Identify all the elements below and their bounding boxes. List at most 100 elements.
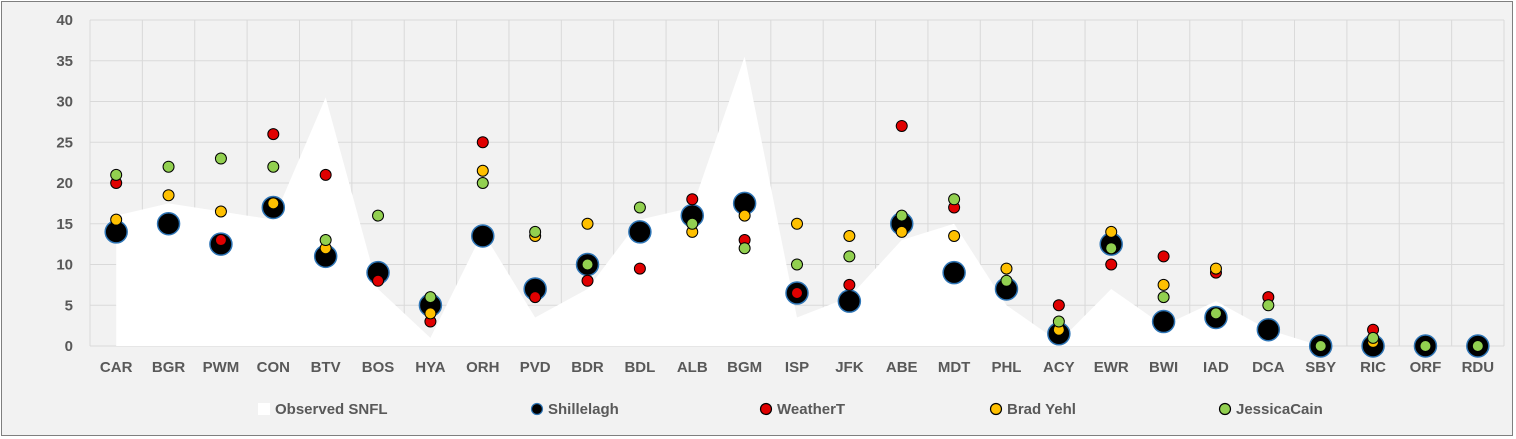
legend-label-brad-yehl: Brad Yehl xyxy=(1007,401,1076,418)
y-tick-label: 40 xyxy=(56,12,73,29)
legend-swatch-jessicacain xyxy=(1218,402,1232,416)
point-jessicacain-bwi xyxy=(1157,291,1170,304)
legend-label-shillelagh: Shillelagh xyxy=(548,401,619,418)
point-weathert-abe xyxy=(895,119,908,132)
point-jessicacain-isp xyxy=(791,258,803,271)
point-weathert-bos xyxy=(372,274,385,287)
point-jessicacain-abe xyxy=(895,209,908,222)
x-axis: CAR BGR PWM CON BTV BOS HYA ORH PVD BDR BDL ALB BGM I… xyxy=(100,359,1494,376)
y-tick-label: 0 xyxy=(65,338,73,355)
x-tick-label-acy: ACY xyxy=(1043,359,1075,376)
point-brad-yehl-orh xyxy=(476,164,489,177)
x-tick-label-dca: DCA xyxy=(1252,359,1285,376)
point-weathert-orh xyxy=(476,136,489,149)
x-tick-label-hya: HYA xyxy=(415,359,445,376)
point-brad-yehl-phl xyxy=(1000,262,1013,275)
point-jessicacain-alb xyxy=(686,217,699,230)
legend-label-observed-snfl: Observed SNFL xyxy=(275,401,388,418)
point-shillelagh-orh xyxy=(471,224,495,248)
point-shillelagh-mdt xyxy=(942,260,966,285)
point-weathert-alb xyxy=(686,193,699,206)
x-tick-label-bos: BOS xyxy=(362,359,395,376)
point-jessicacain-car xyxy=(110,168,123,181)
point-brad-yehl-car xyxy=(110,213,123,226)
point-weathert-ewr xyxy=(1105,258,1118,271)
point-brad-yehl-hya xyxy=(424,307,437,320)
point-jessicacain-bgr xyxy=(162,160,175,173)
x-tick-label-ewr: EWR xyxy=(1094,359,1129,376)
point-brad-yehl-abe xyxy=(895,225,908,238)
point-brad-yehl-ewr xyxy=(1105,225,1118,238)
point-jessicacain-ric xyxy=(1367,331,1380,344)
point-brad-yehl-iad xyxy=(1209,262,1222,275)
y-tick-label: 35 xyxy=(56,53,73,70)
x-tick-label-bgr: BGR xyxy=(152,359,186,376)
x-tick-label-btv: BTV xyxy=(311,359,341,376)
point-shillelagh-bgr xyxy=(156,212,181,236)
point-jessicacain-orh xyxy=(476,177,489,189)
point-brad-yehl-bdr xyxy=(581,217,594,230)
y-tick-label: 30 xyxy=(56,94,73,111)
point-jessicacain-hya xyxy=(424,291,437,304)
legend-swatch-brad-yehl xyxy=(989,402,1003,416)
point-jessicacain-dca xyxy=(1262,299,1275,312)
point-weathert-bwi xyxy=(1157,250,1170,263)
x-tick-label-rdu: RDU xyxy=(1462,359,1495,376)
point-brad-yehl-bgr xyxy=(162,189,175,202)
x-tick-label-pvd: PVD xyxy=(520,359,551,376)
point-weathert-bdl xyxy=(633,262,646,275)
x-tick-label-alb: ALB xyxy=(677,359,708,376)
point-shillelagh-dca xyxy=(1256,317,1281,342)
point-jessicacain-orf xyxy=(1419,340,1432,352)
y-axis: 0 5 10 15 20 25 30 35 40 xyxy=(56,12,73,355)
point-jessicacain-bdr xyxy=(581,258,594,271)
series-area-observed-snfl xyxy=(116,56,1478,347)
point-jessicacain-rdu xyxy=(1471,340,1484,352)
point-jessicacain-jfk xyxy=(843,250,856,263)
x-tick-label-bdr: BDR xyxy=(571,359,604,376)
point-brad-yehl-jfk xyxy=(843,229,856,242)
point-brad-yehl-bgm xyxy=(738,209,751,222)
x-tick-label-mdt: MDT xyxy=(938,359,971,376)
marker-layer xyxy=(104,119,1490,358)
point-shillelagh-bwi xyxy=(1151,309,1176,334)
x-tick-label-sby: SBY xyxy=(1305,359,1336,376)
x-tick-label-abe: ABE xyxy=(886,359,918,376)
x-tick-label-isp: ISP xyxy=(785,359,809,376)
x-tick-label-car: CAR xyxy=(100,359,133,376)
point-jessicacain-acy xyxy=(1052,315,1065,328)
point-weathert-con xyxy=(267,128,280,141)
point-brad-yehl-isp xyxy=(791,217,803,230)
point-jessicacain-pvd xyxy=(529,225,542,238)
x-tick-label-ric: RIC xyxy=(1360,359,1386,376)
point-jessicacain-sby xyxy=(1314,340,1327,352)
y-tick-label: 20 xyxy=(56,175,73,192)
x-tick-label-bdl: BDL xyxy=(624,359,655,376)
point-weathert-jfk xyxy=(843,278,856,291)
point-jessicacain-bdl xyxy=(633,201,646,214)
point-jessicacain-mdt xyxy=(948,193,961,206)
x-tick-label-phl: PHL xyxy=(991,359,1021,376)
point-weathert-bdr xyxy=(581,274,594,287)
x-tick-label-pwm: PWM xyxy=(203,359,240,376)
x-tick-label-jfk: JFK xyxy=(835,359,864,376)
y-tick-label: 15 xyxy=(56,216,73,233)
point-jessicacain-bgm xyxy=(738,242,751,255)
point-brad-yehl-pwm xyxy=(214,205,227,218)
point-jessicacain-bos xyxy=(372,209,385,222)
legend-swatch-shillelagh xyxy=(530,402,544,416)
x-tick-label-orf: ORF xyxy=(1410,359,1442,376)
x-tick-label-iad: IAD xyxy=(1203,359,1229,376)
point-brad-yehl-con xyxy=(267,197,280,210)
x-tick-label-orh: ORH xyxy=(466,359,499,376)
point-jessicacain-con xyxy=(267,160,280,173)
area-layer xyxy=(116,56,1478,347)
point-weathert-btv xyxy=(319,168,332,181)
y-tick-label: 10 xyxy=(56,257,73,274)
point-brad-yehl-bwi xyxy=(1157,278,1170,291)
legend-label-weathert: WeatherT xyxy=(777,401,845,418)
point-weathert-acy xyxy=(1052,299,1065,312)
point-weathert-pvd xyxy=(529,291,542,304)
point-weathert-pwm xyxy=(214,234,227,247)
